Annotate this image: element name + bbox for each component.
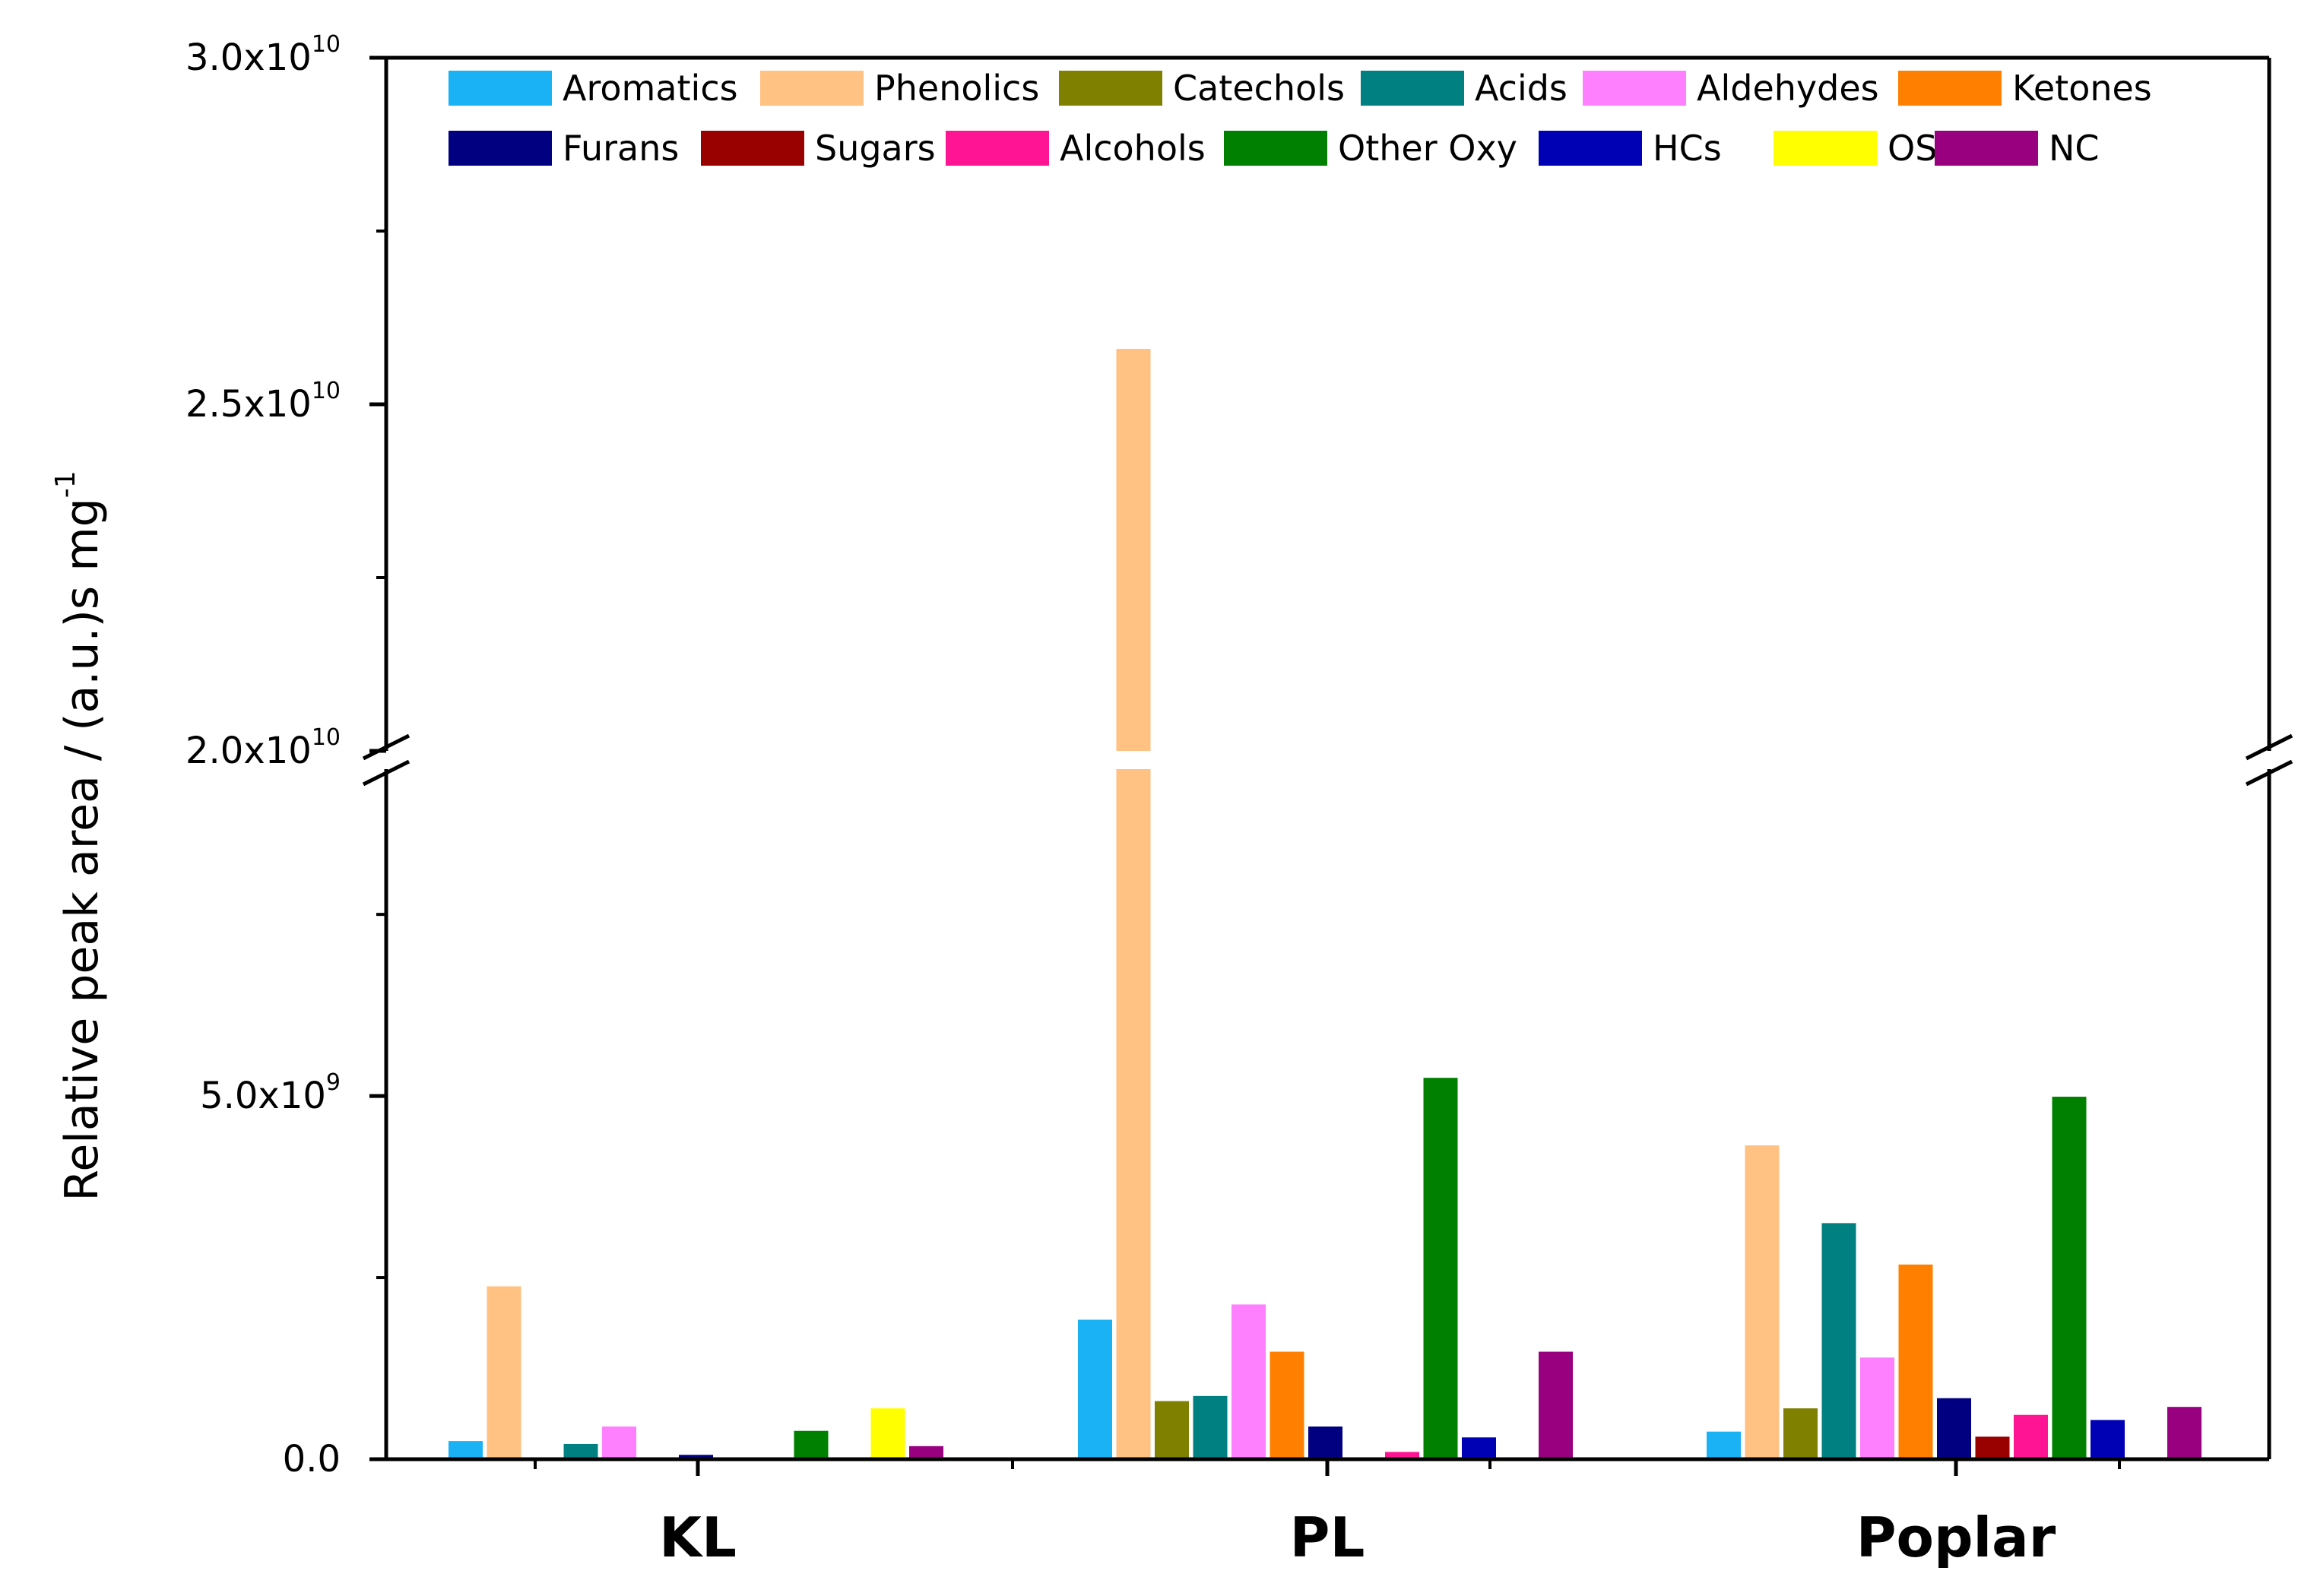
bar-pl-acids xyxy=(1193,1395,1228,1459)
legend-swatch-nc xyxy=(1935,131,2038,166)
legend-label-ketones: Ketones xyxy=(2012,68,2152,109)
bar-poplar-nc xyxy=(2167,1407,2201,1459)
legend-swatch-osc xyxy=(1774,131,1877,166)
legend-swatch-acids xyxy=(1361,71,1464,106)
x-tick-label-pl: PL xyxy=(1290,1506,1365,1569)
legend-label-aromatics: Aromatics xyxy=(563,68,738,109)
y-tick-label: 5.0x109 xyxy=(200,1069,341,1117)
axis-break-mark-left-top xyxy=(362,733,410,761)
legend-swatch-furans xyxy=(449,131,552,166)
bar-pl-alcohols xyxy=(1385,1452,1419,1459)
legend-swatch-catechols xyxy=(1059,71,1162,106)
legend-swatch-alcohols xyxy=(946,131,1049,166)
y-tick-label: 2.5x1010 xyxy=(185,378,341,426)
legend-label-aldehydes: Aldehydes xyxy=(1697,68,1879,109)
legend: Aromatics Phenolics Catechols Acids Aldehyde… xyxy=(449,68,2152,169)
bar-kl-acids xyxy=(563,1443,598,1459)
legend-swatch-ketones xyxy=(1898,71,2002,106)
bar-kl-aldehydes xyxy=(602,1426,636,1459)
x-tick-label-kl: KL xyxy=(659,1506,737,1569)
bar-poplar-ketones xyxy=(1898,1264,1933,1459)
axis-break-mark-left-bottom xyxy=(362,759,410,787)
bar-pl-nc xyxy=(1539,1351,1573,1459)
legend-swatch-aldehydes xyxy=(1583,71,1686,106)
legend-label-other-oxy: Other Oxy xyxy=(1338,128,1517,169)
legend-label-hcs: HCs xyxy=(1653,128,1722,169)
bar-poplar-furans xyxy=(1937,1398,1971,1459)
legend-label-nc: NC xyxy=(2049,128,2100,169)
bar-pl-aldehydes xyxy=(1231,1304,1266,1459)
legend-swatch-sugars xyxy=(701,131,804,166)
bar-pl-phenolics-upper xyxy=(1116,349,1151,751)
bar-poplar-acids xyxy=(1821,1223,1856,1459)
bar-kl-other-oxy xyxy=(794,1430,829,1459)
y-tick-label: 0.0 xyxy=(283,1438,341,1480)
x-tick-label-poplar: Poplar xyxy=(1856,1506,2056,1569)
legend-label-acids: Acids xyxy=(1475,68,1567,109)
legend-label-furans: Furans xyxy=(563,128,679,169)
legend-label-alcohols: Alcohols xyxy=(1060,128,1206,169)
y-tick-label: 2.0x1010 xyxy=(185,724,341,772)
bar-poplar-phenolics xyxy=(1745,1145,1780,1459)
bar-poplar-alcohols xyxy=(2014,1414,2048,1459)
bar-kl-nc xyxy=(909,1446,943,1459)
axis-break-mark-right-bottom xyxy=(2245,759,2293,787)
bar-kl-aromatics xyxy=(449,1441,483,1459)
bar-pl-aromatics xyxy=(1078,1319,1112,1459)
y-axis-label: Relative peak area / (a.u.)s mg-1 xyxy=(50,470,109,1201)
bar-pl-other-oxy xyxy=(1423,1078,1458,1459)
bar-poplar-sugars xyxy=(1975,1436,2010,1459)
axes-layer: 0.0 5.0x109 2.0x1010 2.5x1010 3.0x1010 KL PL Po… xyxy=(50,31,2293,1569)
bar-pl-hcs xyxy=(1462,1437,1496,1459)
bar-kl-osc xyxy=(870,1408,905,1459)
bar-pl-phenolics-lower xyxy=(1116,769,1151,1459)
legend-swatch-aromatics xyxy=(449,71,552,106)
bar-pl-furans xyxy=(1308,1426,1342,1459)
bar-kl-furans xyxy=(679,1455,713,1459)
legend-swatch-other-oxy xyxy=(1224,131,1327,166)
bar-poplar-aldehydes xyxy=(1860,1357,1894,1459)
legend-label-phenolics: Phenolics xyxy=(874,68,1039,109)
bar-kl-phenolics xyxy=(487,1286,521,1459)
bar-poplar-other-oxy xyxy=(2052,1097,2087,1459)
legend-label-catechols: Catechols xyxy=(1173,68,1345,109)
bar-poplar-hcs xyxy=(2091,1420,2125,1459)
bar-pl-catechols xyxy=(1155,1401,1189,1459)
bars-layer xyxy=(449,349,2201,1459)
y-tick-label: 3.0x1010 xyxy=(185,31,341,79)
legend-swatch-phenolics xyxy=(760,71,864,106)
bar-pl-ketones xyxy=(1270,1351,1304,1459)
legend-swatch-hcs xyxy=(1539,131,1642,166)
bar-poplar-catechols xyxy=(1783,1408,1818,1459)
legend-label-sugars: Sugars xyxy=(815,128,936,169)
axis-break-mark-right-top xyxy=(2245,733,2293,761)
bar-poplar-aromatics xyxy=(1707,1431,1741,1459)
